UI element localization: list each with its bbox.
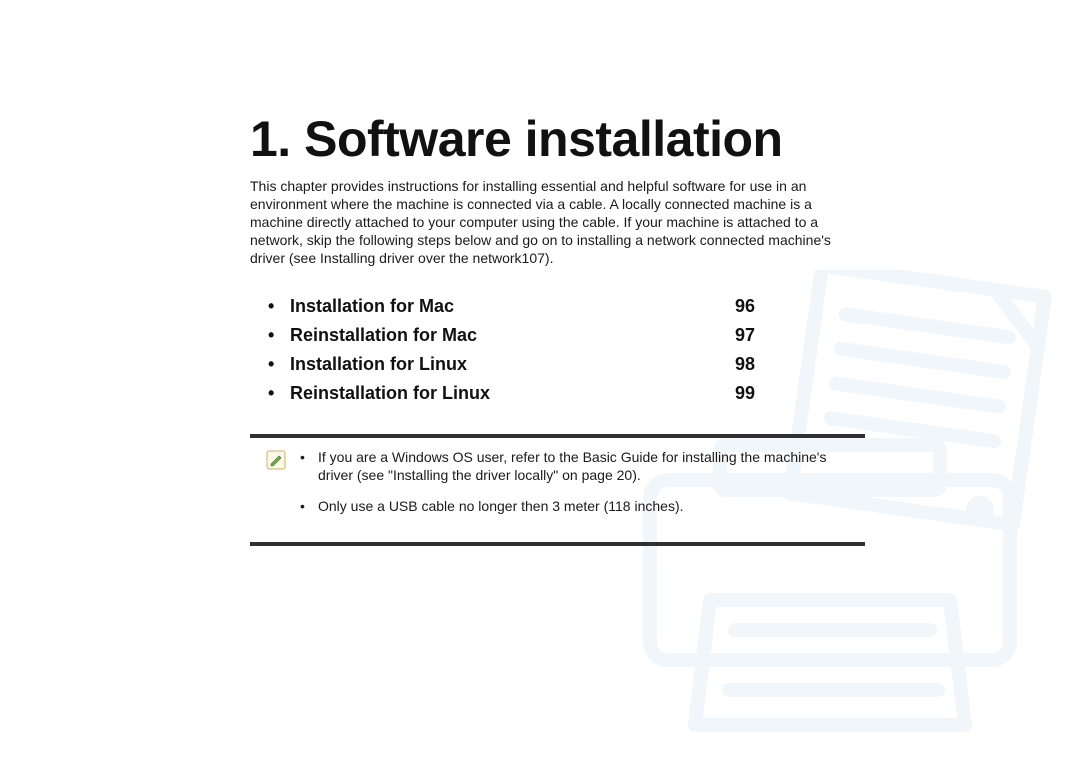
- note-icon-wrap: [266, 448, 288, 529]
- toc-row[interactable]: • Installation for Mac 96: [268, 296, 865, 317]
- toc-label: Installation for Mac: [290, 296, 454, 317]
- note-list: If you are a Windows OS user, refer to t…: [300, 448, 849, 517]
- toc-bullet: •: [268, 383, 290, 404]
- chapter-title: 1. Software installation: [250, 110, 865, 168]
- note-box: If you are a Windows OS user, refer to t…: [250, 434, 865, 547]
- note-item: Only use a USB cable no longer then 3 me…: [300, 497, 849, 516]
- note-item: If you are a Windows OS user, refer to t…: [300, 448, 849, 486]
- chapter-title-text: Software installation: [304, 111, 782, 167]
- toc-page: 98: [715, 354, 755, 375]
- page-content: 1. Software installation This chapter pr…: [0, 0, 1080, 546]
- toc-page: 97: [715, 325, 755, 346]
- table-of-contents: • Installation for Mac 96 • Reinstallati…: [268, 296, 865, 404]
- toc-label: Reinstallation for Mac: [290, 325, 477, 346]
- toc-row[interactable]: • Installation for Linux 98: [268, 354, 865, 375]
- toc-page: 96: [715, 296, 755, 317]
- toc-bullet: •: [268, 354, 290, 375]
- toc-label: Reinstallation for Linux: [290, 383, 490, 404]
- chapter-number: 1.: [250, 111, 291, 167]
- note-body: If you are a Windows OS user, refer to t…: [300, 448, 849, 529]
- toc-row[interactable]: • Reinstallation for Mac 97: [268, 325, 865, 346]
- intro-paragraph: This chapter provides instructions for i…: [250, 178, 865, 268]
- toc-label: Installation for Linux: [290, 354, 467, 375]
- toc-page: 99: [715, 383, 755, 404]
- toc-bullet: •: [268, 296, 290, 317]
- toc-bullet: •: [268, 325, 290, 346]
- toc-row[interactable]: • Reinstallation for Linux 99: [268, 383, 865, 404]
- note-pencil-icon: [266, 450, 286, 470]
